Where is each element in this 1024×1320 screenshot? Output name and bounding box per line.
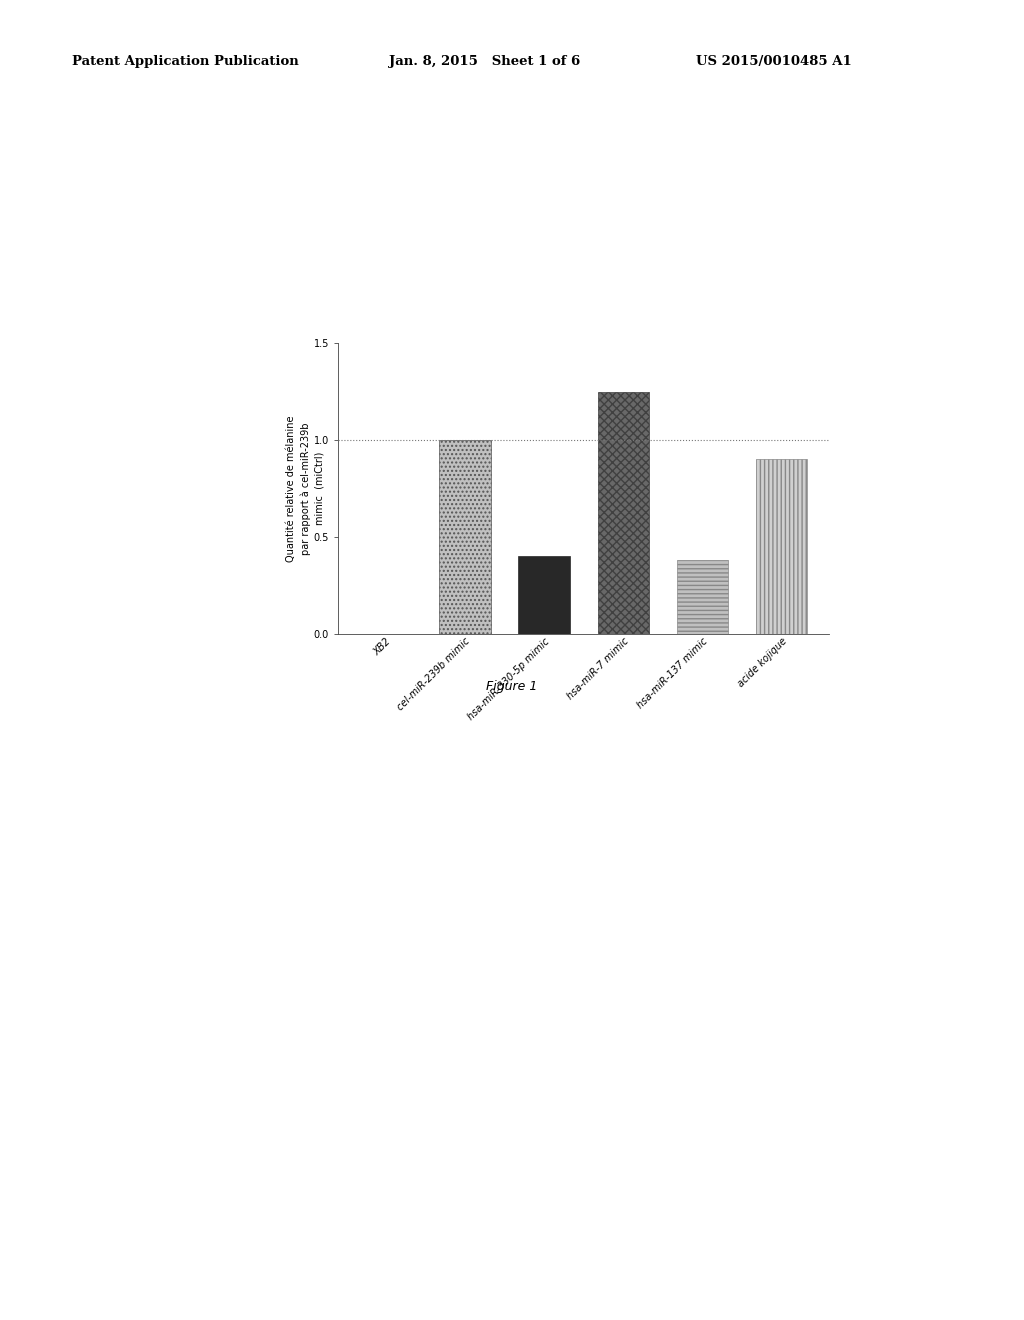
Bar [518,556,569,634]
Bar [677,560,728,634]
Bar [598,392,649,634]
Bar [439,440,490,634]
Text: Patent Application Publication: Patent Application Publication [72,55,298,69]
Y-axis label: Quantité relative de mélanine
par rapport à cel-miR-239b
mimic  (miCtrl): Quantité relative de mélanine par rappor… [286,416,325,561]
Text: US 2015/0010485 A1: US 2015/0010485 A1 [696,55,852,69]
Text: Figure 1: Figure 1 [486,680,538,693]
Bar [756,459,807,634]
Text: Jan. 8, 2015   Sheet 1 of 6: Jan. 8, 2015 Sheet 1 of 6 [389,55,581,69]
